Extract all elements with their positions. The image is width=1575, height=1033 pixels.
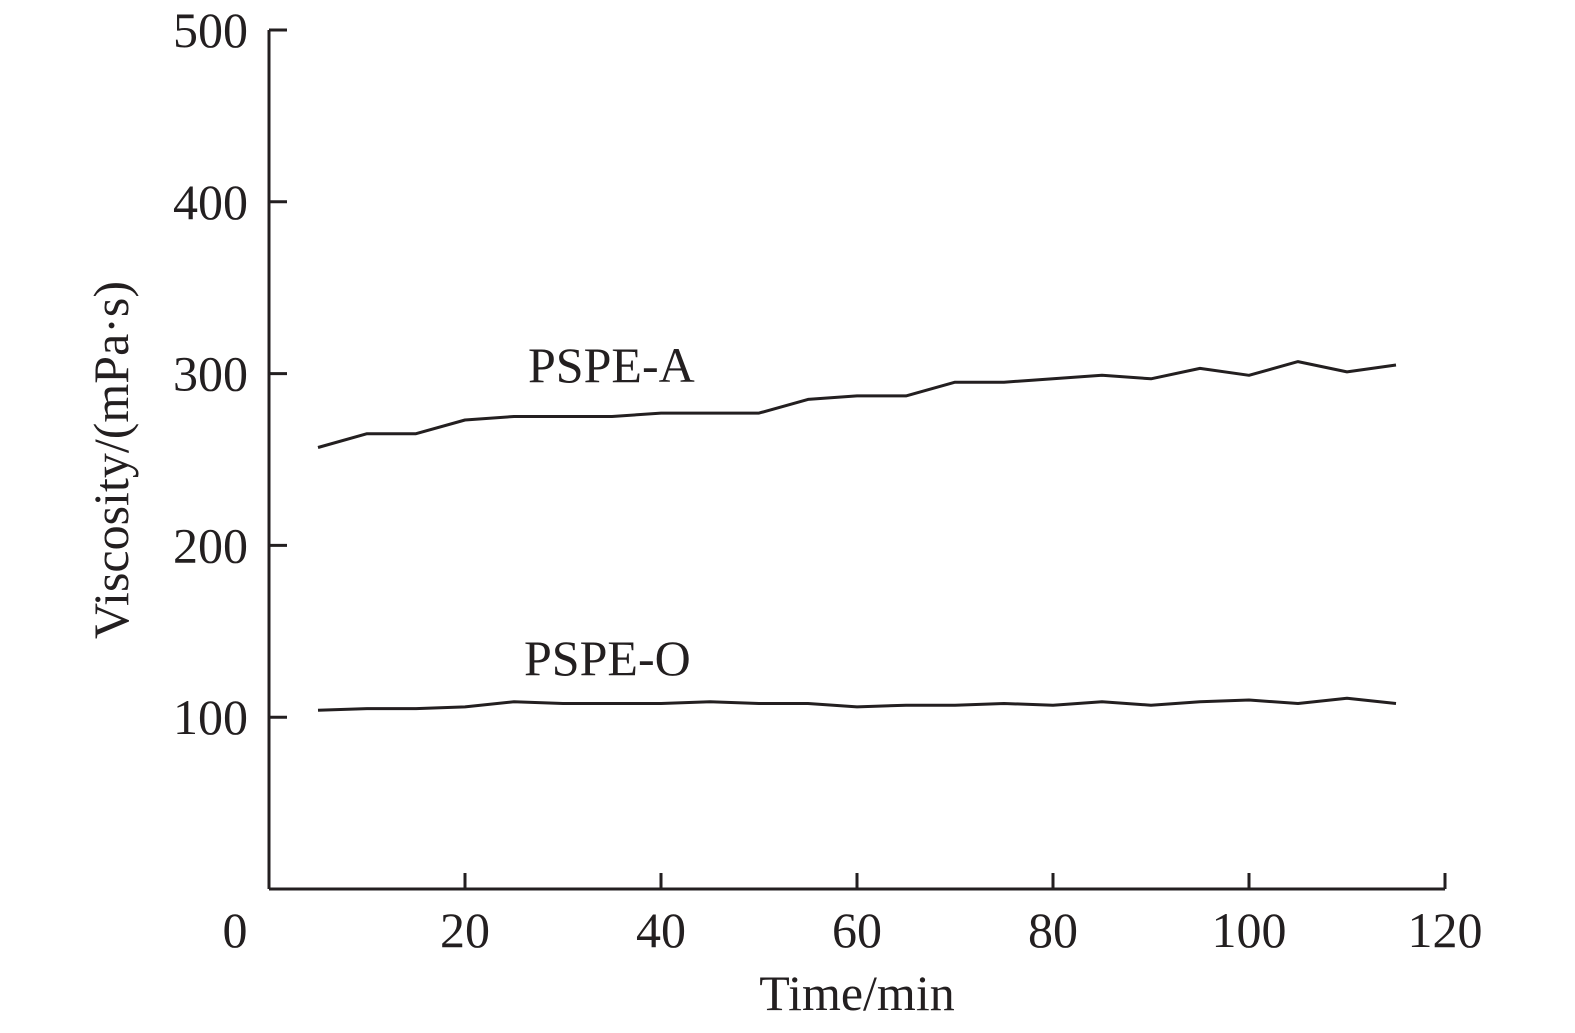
y-tick-label: 200: [173, 517, 248, 573]
axes: [267, 30, 1445, 891]
y-tick-label: 300: [173, 346, 248, 402]
y-tick-label: 100: [173, 689, 248, 745]
series-label-pspe-o: PSPE-O: [524, 630, 691, 686]
x-tick-label: 80: [1028, 902, 1078, 958]
series-label-pspe-a: PSPE-A: [528, 337, 695, 393]
series-line-pspe-a: [317, 360, 1397, 449]
y-axis-title: Viscosity/(mPa·s): [83, 281, 139, 639]
series-line-pspe-o: [317, 696, 1397, 712]
x-tick-label: 0: [223, 902, 248, 958]
x-ticks: 0 20 40 60 80 100 120: [223, 873, 1483, 958]
x-tick-label: 40: [636, 902, 686, 958]
series-layer: [317, 360, 1397, 712]
x-tick-label: 120: [1408, 902, 1483, 958]
x-tick-label: 100: [1212, 902, 1287, 958]
y-tick-label: 500: [173, 2, 248, 58]
x-tick-label: 20: [440, 902, 490, 958]
y-ticks: 100 200 300 400 500: [173, 2, 287, 745]
x-axis-title: Time/min: [759, 965, 954, 1021]
y-tick-label: 400: [173, 174, 248, 230]
x-tick-label: 60: [832, 902, 882, 958]
